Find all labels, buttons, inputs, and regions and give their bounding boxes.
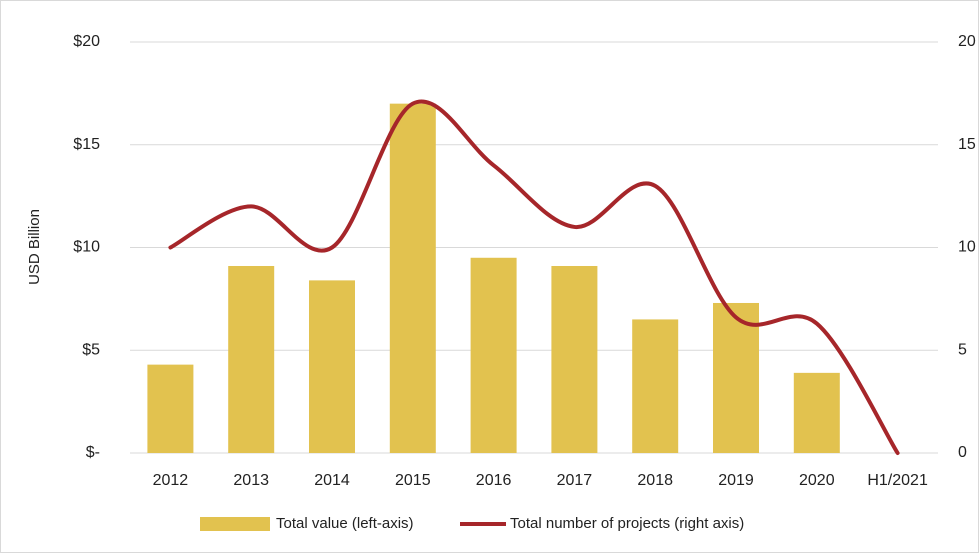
y-tick-label: $15 [73, 136, 100, 153]
x-tick-label: 2012 [153, 472, 189, 489]
x-tick-label: 2013 [233, 472, 269, 489]
bar [470, 257, 517, 453]
y-axis-title: USD Billion [26, 209, 43, 285]
legend-label: Total number of projects (right axis) [510, 515, 744, 532]
y2-tick-label: 10 [958, 239, 976, 256]
bar [713, 302, 759, 453]
y2-tick-label: 5 [958, 341, 967, 358]
y2-tick-label: 20 [958, 33, 976, 50]
x-tick-label: 2017 [557, 472, 593, 489]
y2-tick-label: 0 [958, 444, 967, 461]
y2-tick-label: 15 [958, 136, 976, 153]
x-tick-label: 2018 [637, 472, 673, 489]
legend-swatch [200, 517, 270, 531]
bar [389, 103, 436, 454]
x-tick-label: 2014 [314, 472, 350, 489]
y-tick-label: $10 [73, 239, 100, 256]
x-tick-label: H1/2021 [867, 472, 928, 489]
bar [309, 280, 355, 453]
y-tick-label: $20 [73, 33, 100, 50]
bar [793, 372, 840, 453]
x-tick-label: 2016 [476, 472, 512, 489]
line [168, 99, 900, 455]
x-tick-label: 2015 [395, 472, 431, 489]
bar [228, 265, 275, 453]
y-tick-label: $- [86, 444, 100, 461]
y-tick-label: $5 [82, 341, 100, 358]
x-tick-label: 2019 [718, 472, 754, 489]
bar [551, 265, 598, 453]
legend-label: Total value (left-axis) [276, 515, 414, 532]
x-tick-label: 2020 [799, 472, 835, 489]
bar [147, 364, 194, 453]
bar [632, 319, 679, 453]
